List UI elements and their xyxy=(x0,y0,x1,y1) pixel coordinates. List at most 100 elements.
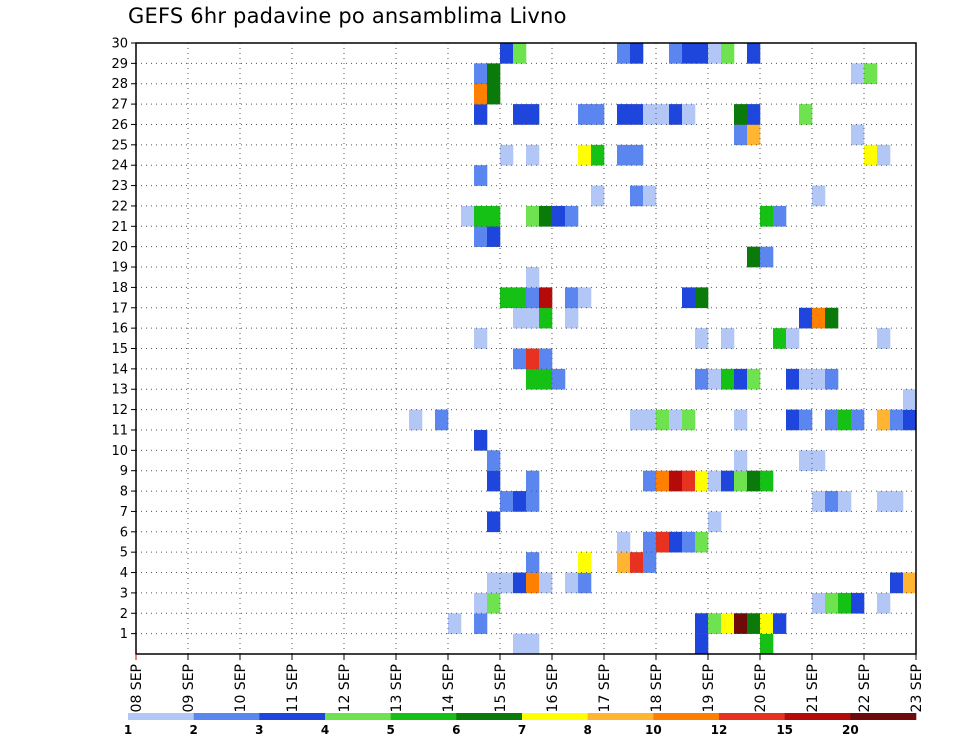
heatmap-cell xyxy=(526,572,540,594)
y-tick-label: 29 xyxy=(111,57,128,72)
legend-label: 6 xyxy=(452,723,460,737)
heatmap-cell xyxy=(812,307,826,329)
heatmap-cell xyxy=(708,368,722,390)
heatmap-cell xyxy=(825,368,839,390)
heatmap-cell xyxy=(812,450,826,471)
heatmap-cell xyxy=(669,470,683,492)
heatmap-cell xyxy=(695,287,709,309)
y-tick-label: 30 xyxy=(111,37,128,52)
heatmap-cell xyxy=(526,307,540,329)
heatmap-cell xyxy=(851,409,865,431)
heatmap-cell xyxy=(487,572,501,594)
heatmap-cell xyxy=(513,633,527,655)
heatmap-cell xyxy=(474,226,488,247)
heatmap-cell xyxy=(812,368,826,390)
legend-swatch xyxy=(259,713,326,720)
heatmap-cell xyxy=(513,307,527,329)
heatmap-cell xyxy=(487,470,501,492)
y-axis: 1234567891011121314151617181920212223242… xyxy=(111,37,136,642)
legend-swatch xyxy=(456,713,523,720)
heatmap-cell xyxy=(617,531,631,553)
heatmap-cell xyxy=(630,43,644,64)
heatmap-cell xyxy=(773,613,787,634)
y-tick-label: 13 xyxy=(111,383,128,398)
heatmap-cell xyxy=(474,83,488,105)
heatmap-cell xyxy=(786,328,800,349)
heatmap-cell xyxy=(578,287,592,309)
heatmap-cell xyxy=(903,572,917,594)
heatmap-cell xyxy=(474,592,488,614)
y-tick-label: 14 xyxy=(111,362,128,377)
heatmap-cell xyxy=(682,470,696,492)
y-tick-label: 19 xyxy=(111,261,128,276)
heatmap-cell xyxy=(877,592,891,614)
heatmap-cell xyxy=(539,287,553,309)
heatmap-cell xyxy=(877,491,891,512)
y-tick-label: 6 xyxy=(120,525,128,540)
heatmap-cell xyxy=(760,613,774,634)
heatmap-cell xyxy=(669,104,683,125)
heatmap-cell xyxy=(487,226,501,247)
heatmap-cell xyxy=(799,409,813,431)
y-tick-label: 26 xyxy=(111,118,128,133)
heatmap-cell xyxy=(617,144,631,166)
heatmap-cell xyxy=(539,205,553,227)
heatmap-cell xyxy=(682,43,696,64)
heatmap-cell xyxy=(656,470,670,492)
heatmap-cell xyxy=(487,592,501,614)
heatmap-cell xyxy=(578,552,592,573)
legend-swatch xyxy=(784,713,851,720)
heatmap-cell xyxy=(643,409,657,431)
heatmap-cell xyxy=(695,531,709,553)
heatmap-cell xyxy=(890,572,904,594)
heatmap-cell xyxy=(825,592,839,614)
legend-label: 15 xyxy=(776,723,793,737)
heatmap-cell xyxy=(812,491,826,512)
heatmap-cell xyxy=(786,368,800,390)
heatmap-cell xyxy=(682,531,696,553)
heatmap-cell xyxy=(669,531,683,553)
heatmap-cell xyxy=(500,491,514,512)
heatmap-cell xyxy=(409,409,423,431)
heatmap-cell xyxy=(760,205,774,227)
heatmap-cell xyxy=(500,144,514,166)
heatmap-cell xyxy=(799,307,813,329)
heatmap-cell xyxy=(656,531,670,553)
heatmap-cell xyxy=(526,348,540,370)
legend-swatch xyxy=(719,713,785,720)
heatmap-cell xyxy=(617,104,631,125)
heatmap-cell xyxy=(617,43,631,64)
heatmap-cell xyxy=(513,287,527,309)
legend-swatch xyxy=(850,713,917,720)
heatmap-cell xyxy=(825,307,839,329)
x-tick-label: 12 SEP xyxy=(337,664,353,712)
x-tick-label: 18 SEP xyxy=(649,664,665,712)
heatmap-cell xyxy=(474,328,488,349)
heatmap-cell xyxy=(773,205,787,227)
y-tick-label: 4 xyxy=(120,566,128,581)
y-tick-label: 18 xyxy=(111,281,128,296)
heatmap-cell xyxy=(513,491,527,512)
y-tick-label: 20 xyxy=(111,240,128,255)
heatmap-cell xyxy=(669,43,683,64)
heatmap-cell xyxy=(630,104,644,125)
heatmap-cell xyxy=(474,104,488,125)
heatmap-cell xyxy=(539,348,553,370)
heatmap-cell xyxy=(747,613,761,634)
y-tick-label: 8 xyxy=(120,485,128,500)
heatmap-cell xyxy=(890,491,904,512)
heatmap-cell xyxy=(513,572,527,594)
x-tick-label: 13 SEP xyxy=(389,664,405,712)
heatmap-cell xyxy=(812,592,826,614)
y-tick-label: 27 xyxy=(111,98,128,113)
heatmap-cell xyxy=(877,144,891,166)
heatmap-cell xyxy=(565,205,579,227)
heatmap-cell xyxy=(682,409,696,431)
y-tick-label: 23 xyxy=(111,179,128,194)
heatmap-cell xyxy=(526,491,540,512)
heatmap-cell xyxy=(734,470,748,492)
heatmap-cell xyxy=(734,409,748,431)
y-tick-label: 11 xyxy=(111,423,128,438)
heatmap-cell xyxy=(630,409,644,431)
heatmap-cell xyxy=(578,144,592,166)
